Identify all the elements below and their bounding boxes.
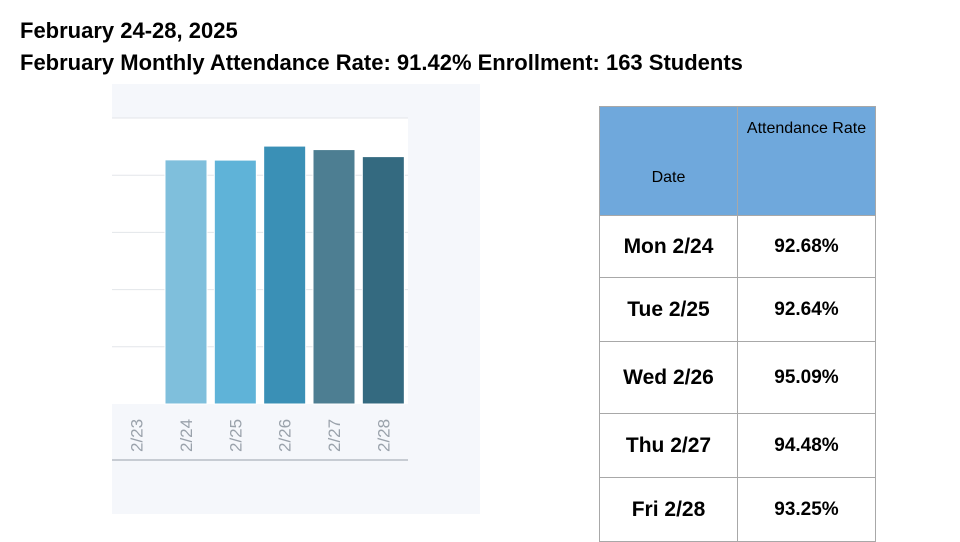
bar <box>312 149 356 405</box>
table-cell-date: Mon 2/24 <box>599 215 738 278</box>
table-cell-rate: 92.68% <box>737 215 876 278</box>
x-tick-label: 2/25 <box>226 419 245 452</box>
table-row: Wed 2/26 95.09% <box>599 341 876 414</box>
bar <box>361 156 405 405</box>
table-cell-date: Tue 2/25 <box>599 277 738 342</box>
table-cell-date: Fri 2/28 <box>599 477 738 542</box>
table-header-row: Date Attendance Rate <box>599 106 876 216</box>
table-header-rate: Attendance Rate <box>737 106 876 216</box>
x-tick-label: 2/23 <box>128 419 147 452</box>
table-cell-rate: 92.64% <box>737 277 876 342</box>
attendance-chart-svg: 2/23 2/24 2/25 2/26 2/27 2/28 <box>112 117 408 461</box>
page-title: February 24-28, 2025 <box>20 18 238 43</box>
bar <box>263 145 307 405</box>
x-tick-label: 2/28 <box>374 419 393 452</box>
table-cell-rate: 93.25% <box>737 477 876 542</box>
bar <box>213 159 257 405</box>
table-row: Thu 2/27 94.48% <box>599 413 876 478</box>
x-tick-label: 2/26 <box>276 419 295 452</box>
plot-area <box>112 118 408 404</box>
x-tick-label: 2/24 <box>177 419 196 452</box>
attendance-chart: 2/23 2/24 2/25 2/26 2/27 2/28 <box>112 84 480 514</box>
bar <box>164 159 208 405</box>
table-row: Fri 2/28 93.25% <box>599 477 876 542</box>
table-header-date: Date <box>599 106 738 216</box>
table-cell-rate: 95.09% <box>737 341 876 414</box>
table-row: Tue 2/25 92.64% <box>599 277 876 342</box>
table-cell-date: Wed 2/26 <box>599 341 738 414</box>
table-row: Mon 2/24 92.68% <box>599 215 876 278</box>
page-subtitle: February Monthly Attendance Rate: 91.42%… <box>20 50 743 75</box>
table-cell-rate: 94.48% <box>737 413 876 478</box>
attendance-table: Date Attendance Rate Mon 2/24 92.68% Tue… <box>599 106 876 542</box>
table-cell-date: Thu 2/27 <box>599 413 738 478</box>
x-tick-label: 2/27 <box>325 419 344 452</box>
